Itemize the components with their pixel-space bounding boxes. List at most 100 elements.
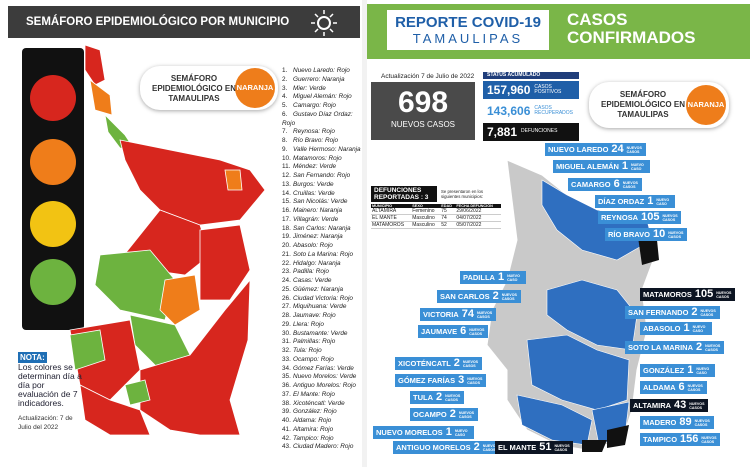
case-name: MATAMOROS [643, 290, 692, 299]
left-graphics [22, 44, 266, 436]
municipio-row: 19. Jiménez: Naranja [282, 233, 362, 242]
municipio-number: 11. [282, 163, 291, 171]
left-updated: Actualización: 7 de Julio del 2022 [18, 415, 73, 431]
case-label: RÍO BRAVO 10 NUEVOS CASOS [605, 228, 688, 241]
municipio-number: 41. [282, 425, 291, 433]
municipio-number: 20. [282, 242, 291, 249]
semaforo-badge: SEMÁFORO EPIDEMIOLÓGICO EN TAMAULIPAS NA… [140, 66, 278, 110]
municipio-number: 24. [282, 277, 291, 284]
municipio-number: 32. [282, 347, 291, 354]
municipio-number: 38. [282, 399, 291, 407]
case-unit: NUEVOS CASOS [694, 418, 710, 427]
right-badge-label: SEMÁFORO EPIDEMIOLÓGICO EN TAMAULIPAS [600, 90, 685, 119]
case-unit: NUEVO CASO [631, 162, 644, 171]
municipio-number: 16. [282, 207, 291, 214]
case-name: ANTIGUO MORELOS [396, 443, 471, 452]
municipio-number: 30. [282, 329, 291, 337]
municipio-text: Antiguo Morelos: Rojo [293, 382, 356, 389]
municipio-number: 33. [282, 355, 291, 363]
municipio-text: Valle Hermoso: Naranja [293, 145, 361, 153]
municipio-row: 14. Cruillas: Verde [282, 190, 362, 199]
case-count: 3 [458, 374, 465, 386]
case-name: REYNOSA [601, 213, 639, 222]
case-name: EL MANTE [498, 443, 537, 452]
municipio-number: 28. [282, 312, 291, 319]
municipio-row: 37. El Mante: Rojo [282, 391, 362, 400]
deaths-row: EL MANTE Masculino 74 04/07/2022 [371, 215, 501, 222]
case-unit: NUEVO CASO [507, 273, 520, 282]
municipio-number: 19. [282, 233, 291, 241]
case-label: JAUMAVE 6 NUEVOS CASOS [418, 325, 489, 338]
case-count: 89 [679, 416, 692, 428]
municipio-number: 4. [282, 93, 288, 101]
case-label: MIGUEL ALEMÁN 1 NUEVO CASO [553, 160, 651, 173]
status-item: 7,881 DEFUNCIONES [483, 123, 579, 141]
municipio-number: 29. [282, 320, 291, 328]
new-cases-box: 698 NUEVOS CASOS [371, 82, 475, 140]
right-updated: Actualización 7 de Julio de 2022 [381, 73, 475, 80]
deaths-row: MATAMOROS Masculino 52 05/07/2022 [371, 222, 501, 229]
municipio-text: Méndez: Verde [293, 163, 337, 171]
deaths-cell: 74 [441, 215, 447, 221]
municipio-row: 36. Antiguo Morelos: Rojo [282, 382, 362, 391]
municipio-row: 20. Abasolo: Rojo [282, 242, 362, 251]
municipio-number: 7. [282, 128, 288, 136]
municipio-text: Tampico: Rojo [293, 434, 334, 442]
municipio-text: Casas: Verde [293, 277, 332, 284]
left-panel: SEMÁFORO EPIDEMIOLÓGICO POR MUNICIPIO [0, 0, 362, 467]
status-label: DEFUNCIONES [521, 128, 558, 135]
municipio-row: 27. Miquihuana: Verde [282, 303, 362, 312]
right-badge-status: NARANJA [686, 85, 726, 125]
case-count: 1 [445, 426, 452, 438]
case-unit: NUEVOS CASOS [501, 292, 517, 301]
status-label: CASOS RECUPERADOS [534, 104, 574, 116]
deaths-column: EDAD [441, 204, 453, 208]
case-label: OCAMPO 2 NUEVOS CASOS [410, 408, 478, 421]
case-label: ALDAMA 6 NUEVOS CASOS [640, 381, 707, 394]
municipio-text: Hidalgo: Naranja [293, 259, 341, 267]
municipio-text: Jiménez: Naranja [293, 233, 343, 241]
municipio-text: Altamira: Rojo [293, 425, 334, 433]
municipio-number: 34. [282, 364, 291, 372]
municipio-number: 15. [282, 198, 291, 206]
municipio-text: Burgos: Verde [293, 180, 334, 188]
deaths-cell: ALTAMIRA [372, 208, 397, 214]
case-label: ALTAMIRA 43 NUEVOS CASOS [630, 399, 709, 412]
deaths-header-row: MUNICIPIO SEXO EDAD FECHA DEFUNCIÓN [371, 204, 501, 208]
case-count: 2 [691, 306, 698, 318]
deaths-cell: 75 [441, 208, 447, 214]
municipio-row: 25. Güémez: Naranja [282, 286, 362, 295]
case-name: GÓMEZ FARÍAS [398, 376, 456, 385]
case-label: TULA 2 NUEVOS CASOS [410, 391, 465, 404]
case-unit: NUEVOS CASOS [662, 213, 678, 222]
municipio-row: 5. Camargo: Rojo [282, 102, 362, 111]
municipio-text: Miguel Alemán: Rojo [293, 93, 352, 101]
case-unit: NUEVOS CASOS [554, 443, 570, 452]
case-count: 2 [449, 408, 456, 420]
light-orange [30, 139, 76, 185]
municipio-row: 17. Villagrán: Verde [282, 216, 362, 225]
case-unit: NUEVO CASO [692, 324, 706, 333]
municipio-number: 40. [282, 417, 291, 424]
municipio-number: 22. [282, 259, 291, 267]
case-label: TAMPICO 156 NUEVOS CASOS [640, 433, 721, 446]
deaths-cell: Masculino [412, 215, 435, 221]
case-name: ABASOLO [643, 324, 681, 333]
note-text: Los colores se determinan día a día por … [18, 362, 82, 408]
deaths-table: DEFUNCIONES REPORTADAS : 3 Se presentaro… [371, 186, 501, 229]
municipio-row: 2. Guerrero: Naranja [282, 76, 362, 85]
municipio-text: Reynosa: Rojo [293, 128, 335, 136]
case-unit: NUEVOS CASOS [445, 393, 461, 402]
case-unit: NUEVOS CASOS [458, 410, 475, 419]
municipio-text: Gustavo Díaz Ordaz: Rojo [282, 110, 353, 127]
right-panel: REPORTE COVID-19 TAMAULIPAS CASOS CONFIR… [367, 0, 750, 467]
case-label: REYNOSA 105 NUEVOS CASOS [598, 211, 682, 224]
municipio-number: 2. [282, 75, 288, 83]
report-title: REPORTE COVID-19 [395, 14, 541, 31]
municipio-row: 10. Matamoros: Rojo [282, 155, 362, 164]
municipio-row: 4. Miguel Alemán: Rojo [282, 93, 362, 102]
new-cases-label: NUEVOS CASOS [390, 120, 455, 129]
left-header: SEMÁFORO EPIDEMIOLÓGICO POR MUNICIPIO [8, 6, 360, 38]
municipio-number: 35. [282, 373, 291, 381]
